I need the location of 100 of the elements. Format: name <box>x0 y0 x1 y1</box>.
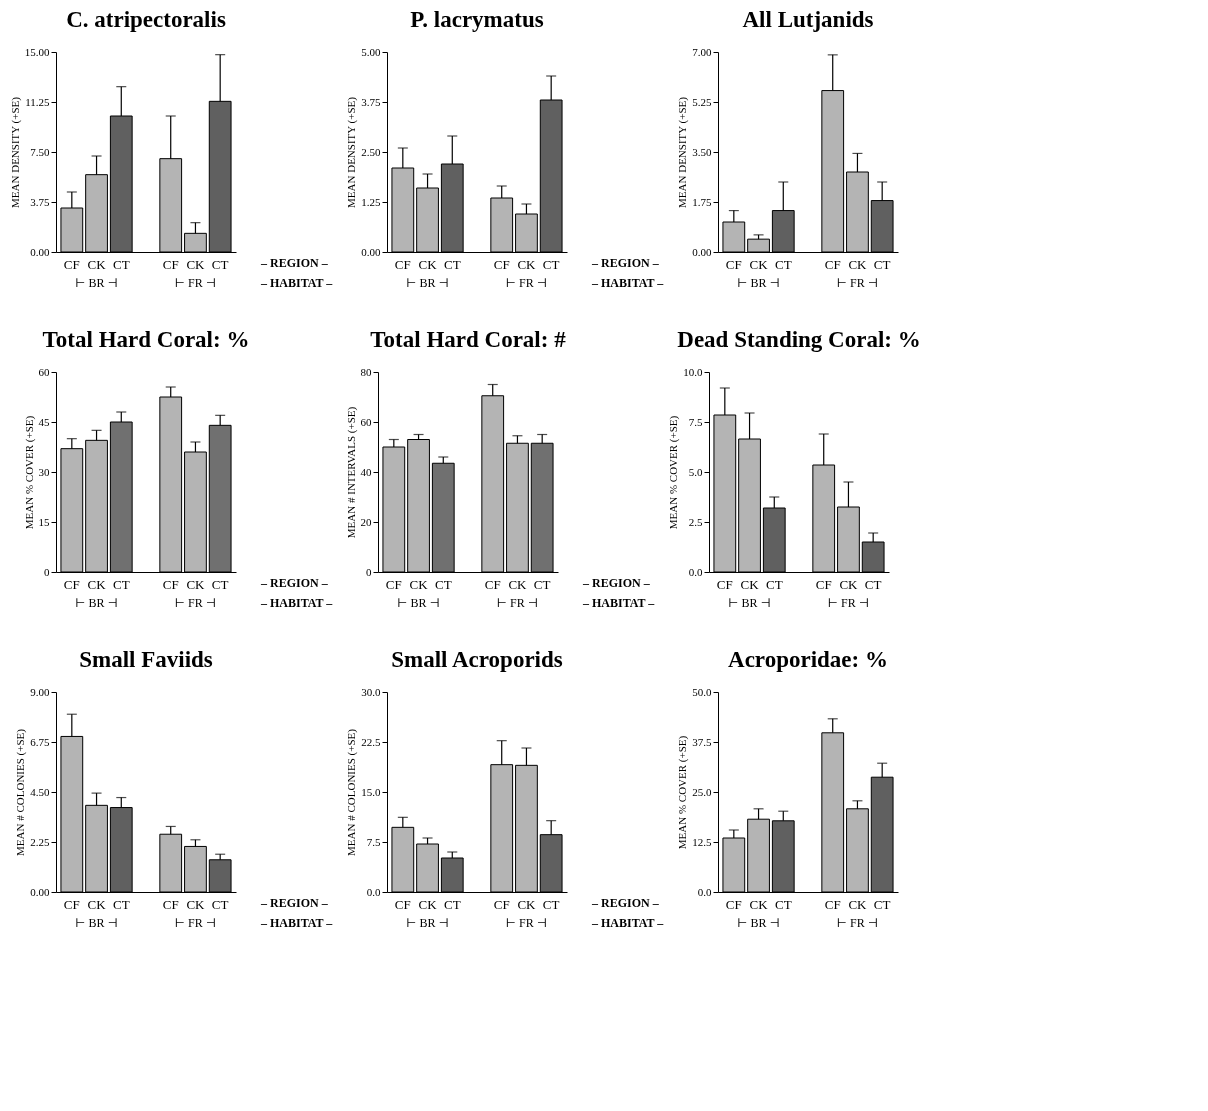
text: ⊢ FR ⊣ <box>174 276 217 290</box>
chart-title: Total Hard Coral: % <box>42 327 250 352</box>
x-tick-label: CT <box>112 256 130 272</box>
x-tick-label: CF <box>824 896 841 912</box>
y-axis-title: MEAN DENSITY (+SE) <box>345 96 359 208</box>
text: ⊢ FR ⊣ <box>174 596 217 610</box>
y-tick-label: 0.0 <box>366 885 381 898</box>
y-tick-label: 40 <box>360 465 372 478</box>
x-tick-label: CF <box>394 256 411 272</box>
y-tick-label: 1.25 <box>361 195 381 208</box>
text: – HABITAT – <box>260 276 334 290</box>
text: ⊢ BR ⊣ <box>75 916 118 930</box>
y-tick-label: 5.25 <box>692 95 712 108</box>
x-tick-label: CK <box>186 256 206 272</box>
text: – REGION – <box>591 256 660 270</box>
x-tick-label: CK <box>848 256 868 272</box>
y-tick-label: 1.75 <box>692 195 712 208</box>
y-tick-label: 2.5 <box>688 515 703 528</box>
x-tick-label: CT <box>873 256 891 272</box>
y-tick-label: 0.0 <box>688 565 703 578</box>
chart-title: Acroporidae: % <box>728 647 888 672</box>
y-tick-label: 0 <box>44 565 50 578</box>
chart-title: Small Acroporids <box>391 647 563 672</box>
x-tick-label: CT <box>774 896 792 912</box>
x-tick-label: CT <box>443 896 461 912</box>
x-tick-label: CT <box>211 576 229 592</box>
x-tick-label: CK <box>517 896 537 912</box>
text: ⊢ BR ⊣ <box>397 596 440 610</box>
y-tick-label: 0.00 <box>30 245 50 258</box>
y-axis-title: MEAN # COLONIES (+SE) <box>14 728 28 856</box>
x-tick-label: CF <box>493 896 510 912</box>
y-tick-label: 12.5 <box>692 835 712 848</box>
y-tick-label: 37.5 <box>692 735 712 748</box>
text: ⊢ BR ⊣ <box>728 596 771 610</box>
y-tick-label: 3.75 <box>30 195 50 208</box>
text: – REGION – <box>591 896 660 910</box>
chart-title: C. atripectoralis <box>66 7 226 32</box>
x-tick-label: CK <box>749 256 769 272</box>
y-tick-label: 60 <box>38 365 50 378</box>
y-tick-label: 15.00 <box>24 45 50 58</box>
y-tick-label: 6.75 <box>30 735 50 748</box>
x-tick-label: CF <box>394 896 411 912</box>
x-tick-label: CF <box>162 896 179 912</box>
x-tick-label: CT <box>542 896 560 912</box>
y-tick-label: 2.25 <box>30 835 50 848</box>
y-axis-title: MEAN % COVER (+SE) <box>22 415 36 530</box>
x-tick-label: CF <box>815 576 832 592</box>
y-axis-title: MEAN # COLONIES (+SE) <box>345 728 359 856</box>
x-tick-label: CF <box>162 576 179 592</box>
y-tick-label: 7.5 <box>366 835 381 848</box>
y-tick-label: 7.50 <box>30 145 50 158</box>
x-tick-label: CK <box>517 256 537 272</box>
chart-title: Small Faviids <box>79 647 213 672</box>
x-tick-label: CT <box>864 576 882 592</box>
text: – REGION – <box>260 896 329 910</box>
y-tick-label: 25.0 <box>692 785 712 798</box>
y-tick-label: 20 <box>360 515 372 528</box>
x-tick-label: CK <box>749 896 769 912</box>
text: – REGION – <box>260 256 329 270</box>
x-tick-label: CT <box>774 256 792 272</box>
y-tick-label: 4.50 <box>30 785 50 798</box>
y-tick-label: 0.00 <box>361 245 381 258</box>
y-tick-label: 9.00 <box>30 685 50 698</box>
text: – HABITAT – <box>260 916 334 930</box>
text: – REGION – <box>260 576 329 590</box>
y-axis-title: MEAN % COVER (+SE) <box>667 415 681 530</box>
x-tick-label: CK <box>87 256 107 272</box>
x-tick-label: CK <box>839 576 859 592</box>
y-tick-label: 22.5 <box>361 735 381 748</box>
y-axis-title: MEAN # INTERVALS (+SE) <box>344 406 358 539</box>
text: – HABITAT – <box>260 596 334 610</box>
x-tick-label: CT <box>542 256 560 272</box>
x-tick-label: CT <box>443 256 461 272</box>
text: ⊢ FR ⊣ <box>505 916 548 930</box>
x-tick-label: CK <box>186 896 206 912</box>
y-tick-label: 15.0 <box>361 785 381 798</box>
x-tick-label: CF <box>63 896 80 912</box>
x-tick-label: CF <box>493 256 510 272</box>
x-tick-label: CF <box>824 256 841 272</box>
y-tick-label: 15 <box>38 515 50 528</box>
y-tick-label: 7.00 <box>692 45 712 58</box>
y-tick-label: 60 <box>360 415 372 428</box>
x-tick-label: CT <box>434 576 452 592</box>
text: – HABITAT – <box>591 916 665 930</box>
x-tick-label: CF <box>484 576 501 592</box>
y-axis-title: MEAN % COVER (+SE) <box>676 735 690 850</box>
text: – REGION – <box>582 576 651 590</box>
x-tick-label: CK <box>848 896 868 912</box>
text: – HABITAT – <box>591 276 665 290</box>
text: ⊢ FR ⊣ <box>496 596 539 610</box>
y-tick-label: 3.75 <box>361 95 381 108</box>
y-tick-label: 11.25 <box>25 95 50 108</box>
text: ⊢ FR ⊣ <box>174 916 217 930</box>
text: ⊢ BR ⊣ <box>75 596 118 610</box>
chart-title: P. lacrymatus <box>410 7 544 32</box>
y-tick-label: 0.00 <box>692 245 712 258</box>
chart-title: Dead Standing Coral: % <box>677 327 921 352</box>
x-tick-label: CK <box>87 576 107 592</box>
text: – HABITAT – <box>582 596 656 610</box>
y-axis-title: MEAN DENSITY (+SE) <box>8 96 22 208</box>
